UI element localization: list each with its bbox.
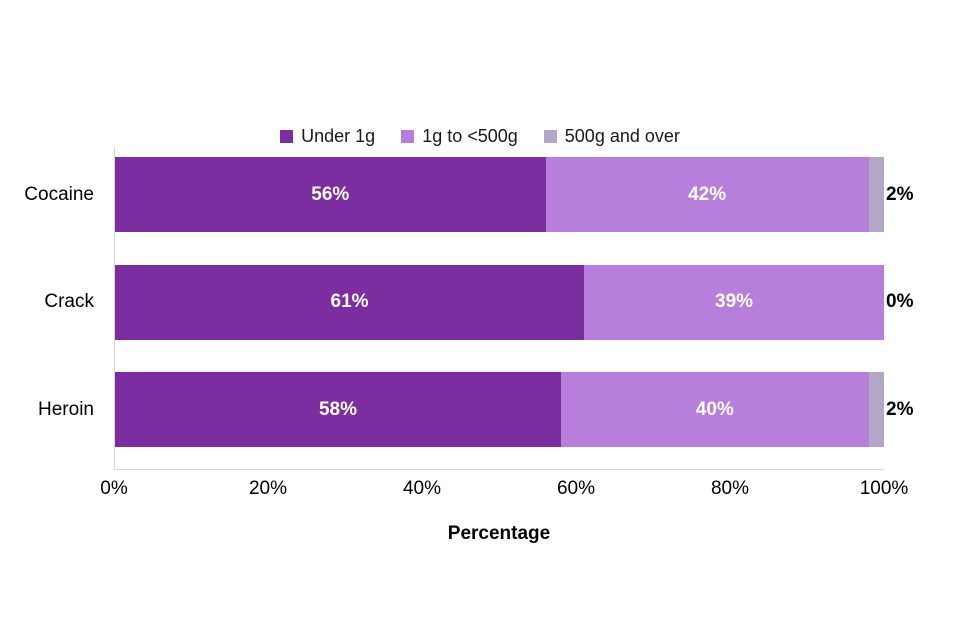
plot-area: 56% 42% 2% 61% 39% 0% 58% 40% 2% bbox=[114, 147, 913, 470]
bar-row: 58% 40% 2% bbox=[115, 362, 913, 470]
stacked-bar: 61% 39% 0% bbox=[115, 264, 913, 340]
segment-value-label-outside: 0% bbox=[886, 291, 914, 313]
segment-value-label-outside: 2% bbox=[886, 183, 914, 205]
legend-label: 500g and over bbox=[564, 126, 680, 146]
x-tick-label: 40% bbox=[402, 478, 442, 499]
legend-label: Under 1g bbox=[301, 126, 376, 146]
bar-segment: 42% bbox=[545, 157, 869, 232]
x-tick-label: 20% bbox=[248, 478, 288, 499]
bar-segment: 61% bbox=[115, 264, 585, 340]
bar-segment: 58% bbox=[115, 372, 562, 448]
x-tick-label: 0% bbox=[100, 478, 128, 499]
segment-value-label: 56% bbox=[311, 183, 350, 205]
category-label: Heroin bbox=[38, 398, 94, 420]
category-label: Cocaine bbox=[24, 183, 94, 205]
category-label: Crack bbox=[44, 291, 94, 313]
segment-value-label: 40% bbox=[695, 398, 734, 420]
legend-swatch-icon bbox=[280, 130, 294, 143]
legend-label: 1g to <500g bbox=[422, 126, 518, 146]
x-tick-label: 80% bbox=[710, 478, 750, 499]
bar-segment bbox=[868, 372, 884, 448]
bar-segment: 39% bbox=[584, 264, 884, 340]
bar-segment: 56% bbox=[115, 157, 546, 232]
x-axis-title: Percentage bbox=[447, 523, 551, 544]
x-tick-label: 100% bbox=[859, 478, 909, 499]
segment-value-label: 39% bbox=[715, 291, 754, 313]
bar-segment: 40% bbox=[561, 372, 869, 448]
segment-value-label-outside: 2% bbox=[886, 398, 914, 420]
legend-item: 500g and over bbox=[543, 126, 680, 147]
stacked-bar: 56% 42% 2% bbox=[115, 157, 913, 232]
legend-item: 1g to <500g bbox=[401, 126, 518, 147]
bar-row: 61% 39% 0% bbox=[115, 255, 913, 363]
segment-value-label: 58% bbox=[318, 398, 358, 420]
chart-legend: Under 1g 1g to <500g 500g and over bbox=[0, 126, 960, 147]
legend-swatch-icon bbox=[401, 130, 415, 143]
segment-value-label: 61% bbox=[330, 291, 369, 313]
legend-item: Under 1g bbox=[280, 126, 375, 147]
bar-row: 56% 42% 2% bbox=[115, 147, 913, 255]
stacked-bar: 58% 40% 2% bbox=[115, 372, 913, 448]
legend-swatch-icon bbox=[543, 130, 557, 143]
segment-value-label: 42% bbox=[688, 183, 727, 205]
bar-segment bbox=[868, 157, 884, 232]
x-tick-label: 60% bbox=[556, 478, 596, 499]
